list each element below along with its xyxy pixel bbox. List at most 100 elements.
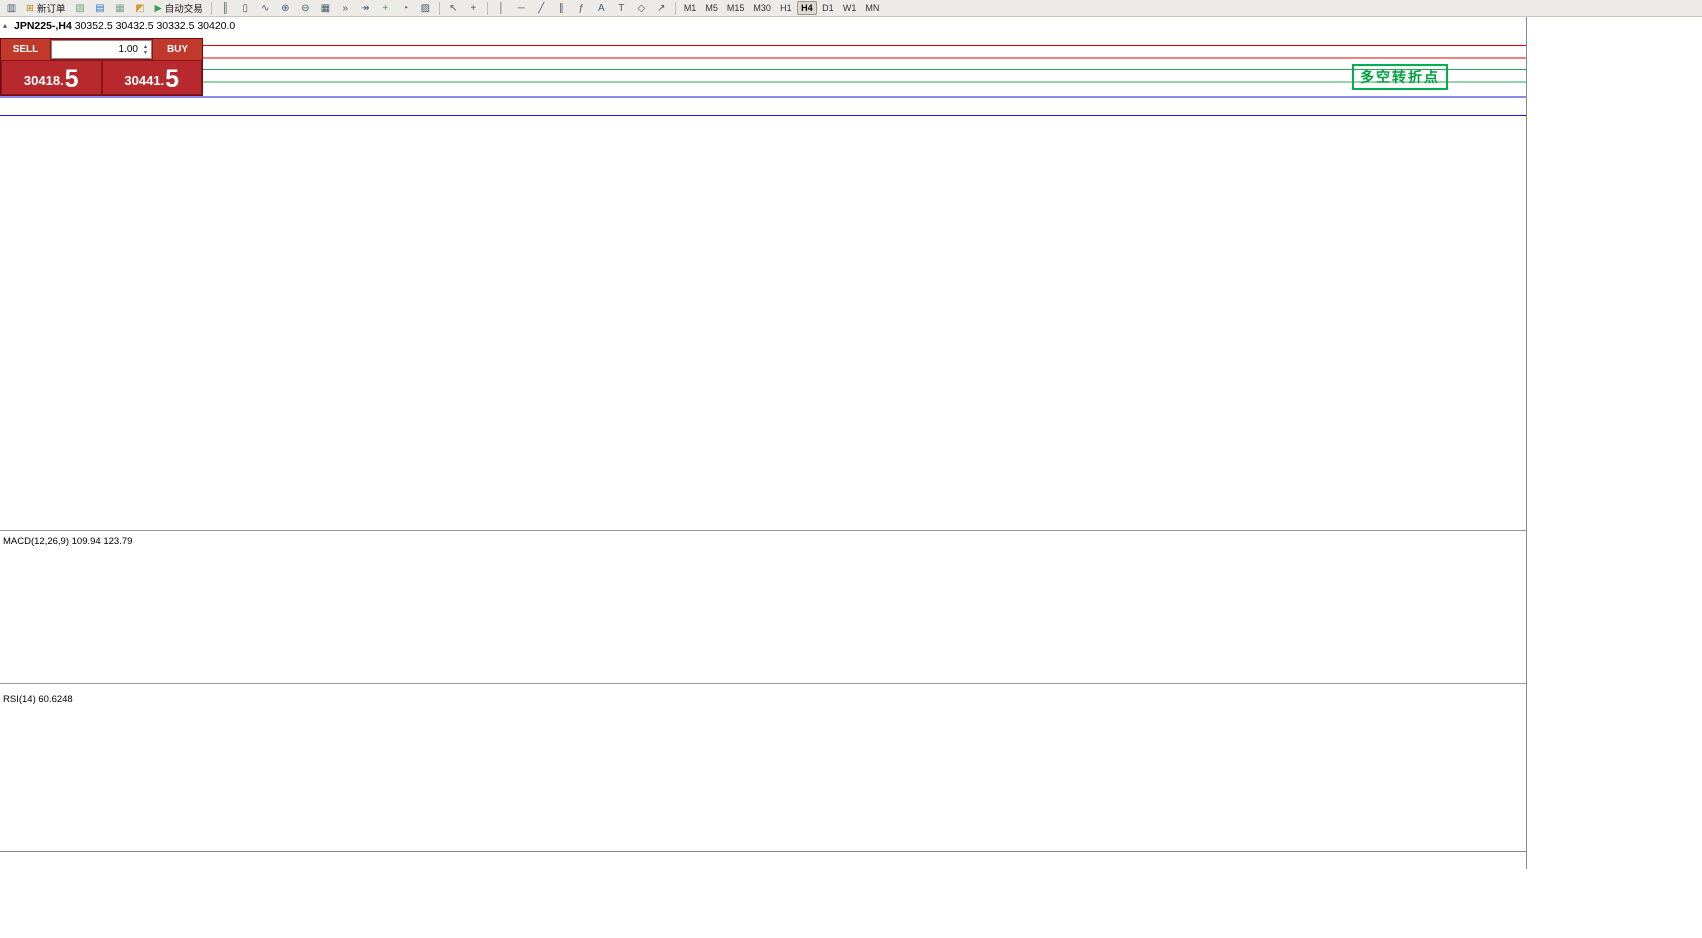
zoom-in-icon[interactable]: ⊕ xyxy=(276,1,295,16)
fibonacci-icon: ƒ xyxy=(578,2,585,14)
timeframe-m15-button[interactable]: M15 xyxy=(726,3,745,13)
buy-price-display[interactable]: 30441. 5 xyxy=(102,61,201,94)
sell-price-pip: 5 xyxy=(64,65,79,93)
text-icon: A xyxy=(597,2,605,14)
chart-window-icon[interactable]: ▥ xyxy=(2,1,21,16)
main-toolbar: ▥ ⊞ 新订单 ▧ ▤ ▦ ◩ ▶ 自动交易 ║ ▯ ∿ ⊕ ⊖ ▦ » ↠ + ◔ ▨ ↖ + │ ─ ╱ ∥ ƒ A T ◇ ↗ M1 M5… xyxy=(0,0,1702,17)
candlestick-icon[interactable]: ▯ xyxy=(236,1,255,16)
chart-window-icon: ▥ xyxy=(6,2,17,14)
zoom-out-icon: ⊖ xyxy=(301,2,310,14)
periods-icon: ◔ xyxy=(402,2,409,14)
trendline-icon[interactable]: ╱ xyxy=(532,1,551,16)
level-lines-layer xyxy=(0,44,1526,116)
time-axis[interactable] xyxy=(0,851,1526,869)
new-order-icon: ⊞ xyxy=(26,2,34,14)
label-icon[interactable]: T xyxy=(612,1,631,16)
chart-ohlc-values: 30352.5 30432.5 30332.5 30420.0 xyxy=(74,20,236,32)
line-chart-icon: ∿ xyxy=(261,2,270,14)
buy-price-pip: 5 xyxy=(165,65,180,93)
volume-down-icon[interactable]: ▼ xyxy=(143,49,148,56)
templates-icon: ▨ xyxy=(420,2,431,14)
zoom-in-icon: ⊕ xyxy=(281,2,290,14)
crosshair-icon[interactable]: + xyxy=(464,1,483,16)
data-window-icon: ▦ xyxy=(115,2,125,14)
arrow-tool-icon[interactable]: ↗ xyxy=(652,1,671,16)
timeframe-d1-button[interactable]: D1 xyxy=(822,3,834,13)
shapes-icon[interactable]: ◇ xyxy=(632,1,651,16)
toolbar-separator xyxy=(438,1,440,15)
arrow-tool-icon: ↗ xyxy=(657,2,666,14)
zoom-out-icon[interactable]: ⊖ xyxy=(296,1,315,16)
toolbar-separator xyxy=(210,1,212,15)
timeframe-h1-button[interactable]: H1 xyxy=(780,3,792,13)
oneclick-toggle-icon[interactable]: ▴ xyxy=(3,21,8,30)
crosshair-icon: + xyxy=(470,2,477,14)
rsi-label: RSI(14) 60.6248 xyxy=(3,694,73,705)
bar-chart-icon[interactable]: ║ xyxy=(216,1,235,16)
turning-point-note[interactable]: 多空转折点 xyxy=(1352,64,1448,90)
market-watch-icon: ▤ xyxy=(95,2,105,14)
volume-up-icon[interactable]: ▲ xyxy=(143,43,148,50)
price-axis[interactable] xyxy=(1526,17,1702,869)
text-icon[interactable]: A xyxy=(592,1,611,16)
templates-icon[interactable]: ▨ xyxy=(416,1,435,16)
chart-symbol-period: JPN225-,H4 xyxy=(14,20,72,32)
chart-title: JPN225-,H4 30352.5 30432.5 30332.5 30420… xyxy=(14,20,235,32)
trendline-icon: ╱ xyxy=(538,2,545,14)
fibonacci-icon[interactable]: ƒ xyxy=(572,1,591,16)
autoscroll-icon[interactable]: » xyxy=(336,1,355,16)
channel-icon: ∥ xyxy=(558,2,564,14)
macd-label: MACD(12,26,9) 109.94 123.79 xyxy=(3,536,133,547)
indicators-icon: + xyxy=(382,2,389,14)
volume-input[interactable] xyxy=(52,44,140,55)
timeframe-m1-button[interactable]: M1 xyxy=(683,3,697,13)
autotrade-button-label: 自动交易 xyxy=(164,4,203,15)
horizontal-line-icon[interactable]: ─ xyxy=(512,1,531,16)
main-price-chart[interactable] xyxy=(0,17,1526,530)
autotrade-button[interactable]: ▶ 自动交易 xyxy=(150,1,206,16)
toolbar-separator xyxy=(486,1,488,15)
navigator-icon[interactable]: ◩ xyxy=(130,1,149,16)
panel-separator[interactable] xyxy=(0,683,1586,684)
candlestick-icon: ▯ xyxy=(242,2,249,14)
autoscroll-icon: » xyxy=(342,2,349,14)
bar-chart-icon: ║ xyxy=(221,2,229,14)
market-watch-icon[interactable]: ▤ xyxy=(90,1,109,16)
timeframe-h4-button[interactable]: H4 xyxy=(796,1,817,15)
tile-windows-icon[interactable]: ▦ xyxy=(316,1,335,16)
macd-indicator-chart[interactable] xyxy=(0,531,1526,682)
vertical-line-icon[interactable]: │ xyxy=(492,1,511,16)
sell-button[interactable]: SELL xyxy=(1,39,50,60)
chart-shift-icon[interactable]: ↠ xyxy=(356,1,375,16)
periods-icon[interactable]: ◔ xyxy=(396,1,415,16)
cursor-icon[interactable]: ↖ xyxy=(444,1,463,16)
timeframe-m5-button[interactable]: M5 xyxy=(705,3,718,13)
timeframe-w1-button[interactable]: W1 xyxy=(842,3,857,13)
sell-price-display[interactable]: 30418. 5 xyxy=(2,61,101,94)
autotrade-icon: ▶ xyxy=(154,2,162,14)
navigator-icon: ◩ xyxy=(135,2,145,14)
panel-separator[interactable] xyxy=(0,530,1586,531)
vertical-line-icon: │ xyxy=(498,2,505,14)
buy-button[interactable]: BUY xyxy=(153,39,202,60)
label-icon: T xyxy=(618,2,625,14)
one-click-trading-panel: SELL ▲ ▼ BUY 30418. 5 30441. 5 xyxy=(0,38,203,96)
shapes-icon: ◇ xyxy=(637,2,646,14)
buy-price-main: 30441. xyxy=(124,73,165,88)
indicators-icon[interactable]: + xyxy=(376,1,395,16)
toolbar-separator xyxy=(674,1,676,15)
cursor-icon: ↖ xyxy=(449,2,458,14)
horizontal-line-icon: ─ xyxy=(517,2,525,14)
chart-shift-icon: ↠ xyxy=(361,2,370,14)
volume-box: ▲ ▼ xyxy=(51,40,152,59)
tile-windows-icon: ▦ xyxy=(320,2,331,14)
data-window-icon[interactable]: ▦ xyxy=(110,1,129,16)
new-order-button[interactable]: ⊞ 新订单 xyxy=(22,1,69,16)
timeframe-m30-button[interactable]: M30 xyxy=(753,3,771,13)
channel-icon[interactable]: ∥ xyxy=(552,1,571,16)
rsi-indicator-chart[interactable] xyxy=(0,684,1526,851)
line-chart-icon[interactable]: ∿ xyxy=(256,1,275,16)
chart-profile-icon[interactable]: ▧ xyxy=(70,1,89,16)
timeframe-mn-button[interactable]: MN xyxy=(865,3,880,13)
